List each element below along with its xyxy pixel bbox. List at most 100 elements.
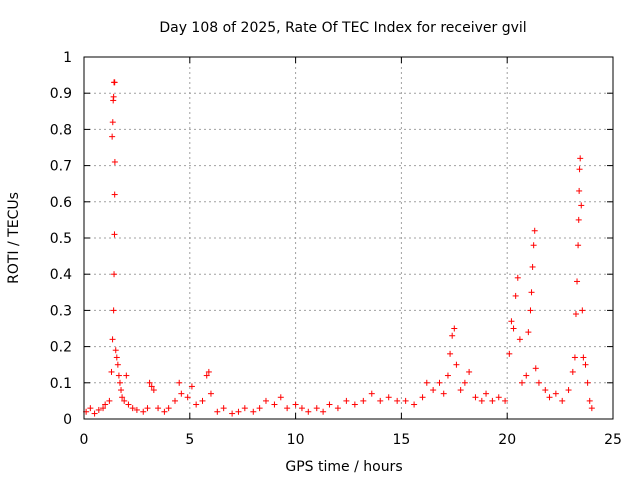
data-point: [586, 397, 593, 404]
data-point: [577, 155, 584, 162]
data-point: [552, 390, 559, 397]
data-point: [489, 397, 496, 404]
data-point: [423, 379, 430, 386]
data-point: [571, 354, 578, 361]
data-point: [565, 387, 572, 394]
data-point: [559, 397, 566, 404]
data-point: [457, 387, 464, 394]
data-point: [111, 79, 118, 86]
data-point: [161, 408, 168, 415]
data-point: [207, 390, 214, 397]
data-point: [525, 329, 532, 336]
data-point: [102, 401, 109, 408]
data-point: [214, 408, 221, 415]
x-tick-label: 20: [498, 432, 516, 448]
data-point: [343, 397, 350, 404]
data-point: [165, 405, 172, 412]
data-point: [95, 406, 102, 413]
data-point: [385, 394, 392, 401]
data-point: [121, 397, 128, 404]
data-point: [506, 350, 513, 357]
data-point: [148, 383, 155, 390]
data-point: [546, 394, 553, 401]
data-point: [542, 387, 549, 394]
y-tick-label: 0.9: [50, 86, 72, 102]
data-point: [394, 397, 401, 404]
data-point: [235, 408, 242, 415]
data-point: [461, 379, 468, 386]
data-point: [377, 397, 384, 404]
data-point: [133, 406, 140, 413]
data-point: [514, 274, 521, 281]
data-point: [453, 361, 460, 368]
data-point: [580, 354, 587, 361]
data-point: [447, 350, 454, 357]
data-point: [203, 372, 210, 379]
data-point: [125, 401, 132, 408]
data-point: [472, 394, 479, 401]
data-point: [155, 405, 162, 412]
data-point: [129, 405, 136, 412]
y-tick-label: 0.4: [50, 267, 72, 283]
y-tick-label: 0.5: [50, 231, 72, 247]
tick-marks: [83, 56, 614, 420]
data-point: [579, 307, 586, 314]
x-tick-labels: 0 5 10 15 20 25: [80, 432, 622, 448]
data-point: [109, 336, 116, 343]
data-point: [532, 365, 539, 372]
plot-frame: [83, 56, 614, 420]
data-point: [109, 119, 116, 126]
y-tick-label: 0.3: [50, 303, 72, 319]
y-axis-label: ROTI / TECUs: [6, 192, 22, 284]
data-point: [277, 394, 284, 401]
data-point: [528, 289, 535, 296]
data-point: [113, 354, 120, 361]
data-point: [495, 394, 502, 401]
data-point: [449, 332, 456, 339]
data-point: [199, 397, 206, 404]
y-tick-label: 0.7: [50, 159, 72, 175]
data-point: [440, 390, 447, 397]
data-point: [123, 372, 130, 379]
data-point: [572, 311, 579, 318]
data-point: [588, 405, 595, 412]
data-point: [112, 347, 119, 354]
grid-lines: [84, 57, 613, 419]
data-point: [178, 390, 185, 397]
data-point: [140, 408, 147, 415]
data-point: [444, 372, 451, 379]
data-point: [116, 379, 123, 386]
data-point: [150, 387, 157, 394]
data-point: [411, 401, 418, 408]
data-point: [582, 361, 589, 368]
data-point: [574, 278, 581, 285]
data-point: [575, 216, 582, 223]
data-point: [91, 410, 98, 417]
x-axis-label: GPS time / hours: [285, 459, 402, 475]
data-point: [451, 325, 458, 332]
data-point: [519, 379, 526, 386]
data-point: [575, 242, 582, 249]
data-point: [351, 401, 358, 408]
data-point: [313, 405, 320, 412]
data-point: [110, 307, 117, 314]
data-point: [100, 405, 107, 412]
data-point: [529, 263, 536, 270]
x-tick-label: 10: [287, 432, 305, 448]
data-point: [466, 368, 473, 375]
data-point: [250, 408, 257, 415]
data-point: [271, 401, 278, 408]
data-point: [430, 387, 437, 394]
y-tick-label: 0.8: [50, 122, 72, 138]
x-tick-label: 25: [604, 432, 622, 448]
data-point: [368, 390, 375, 397]
data-points: [83, 79, 595, 417]
data-point: [530, 242, 537, 249]
data-point: [114, 361, 121, 368]
data-point: [115, 372, 122, 379]
x-tick-label: 5: [185, 432, 194, 448]
data-point: [516, 336, 523, 343]
data-point: [360, 397, 367, 404]
data-point: [531, 227, 538, 234]
